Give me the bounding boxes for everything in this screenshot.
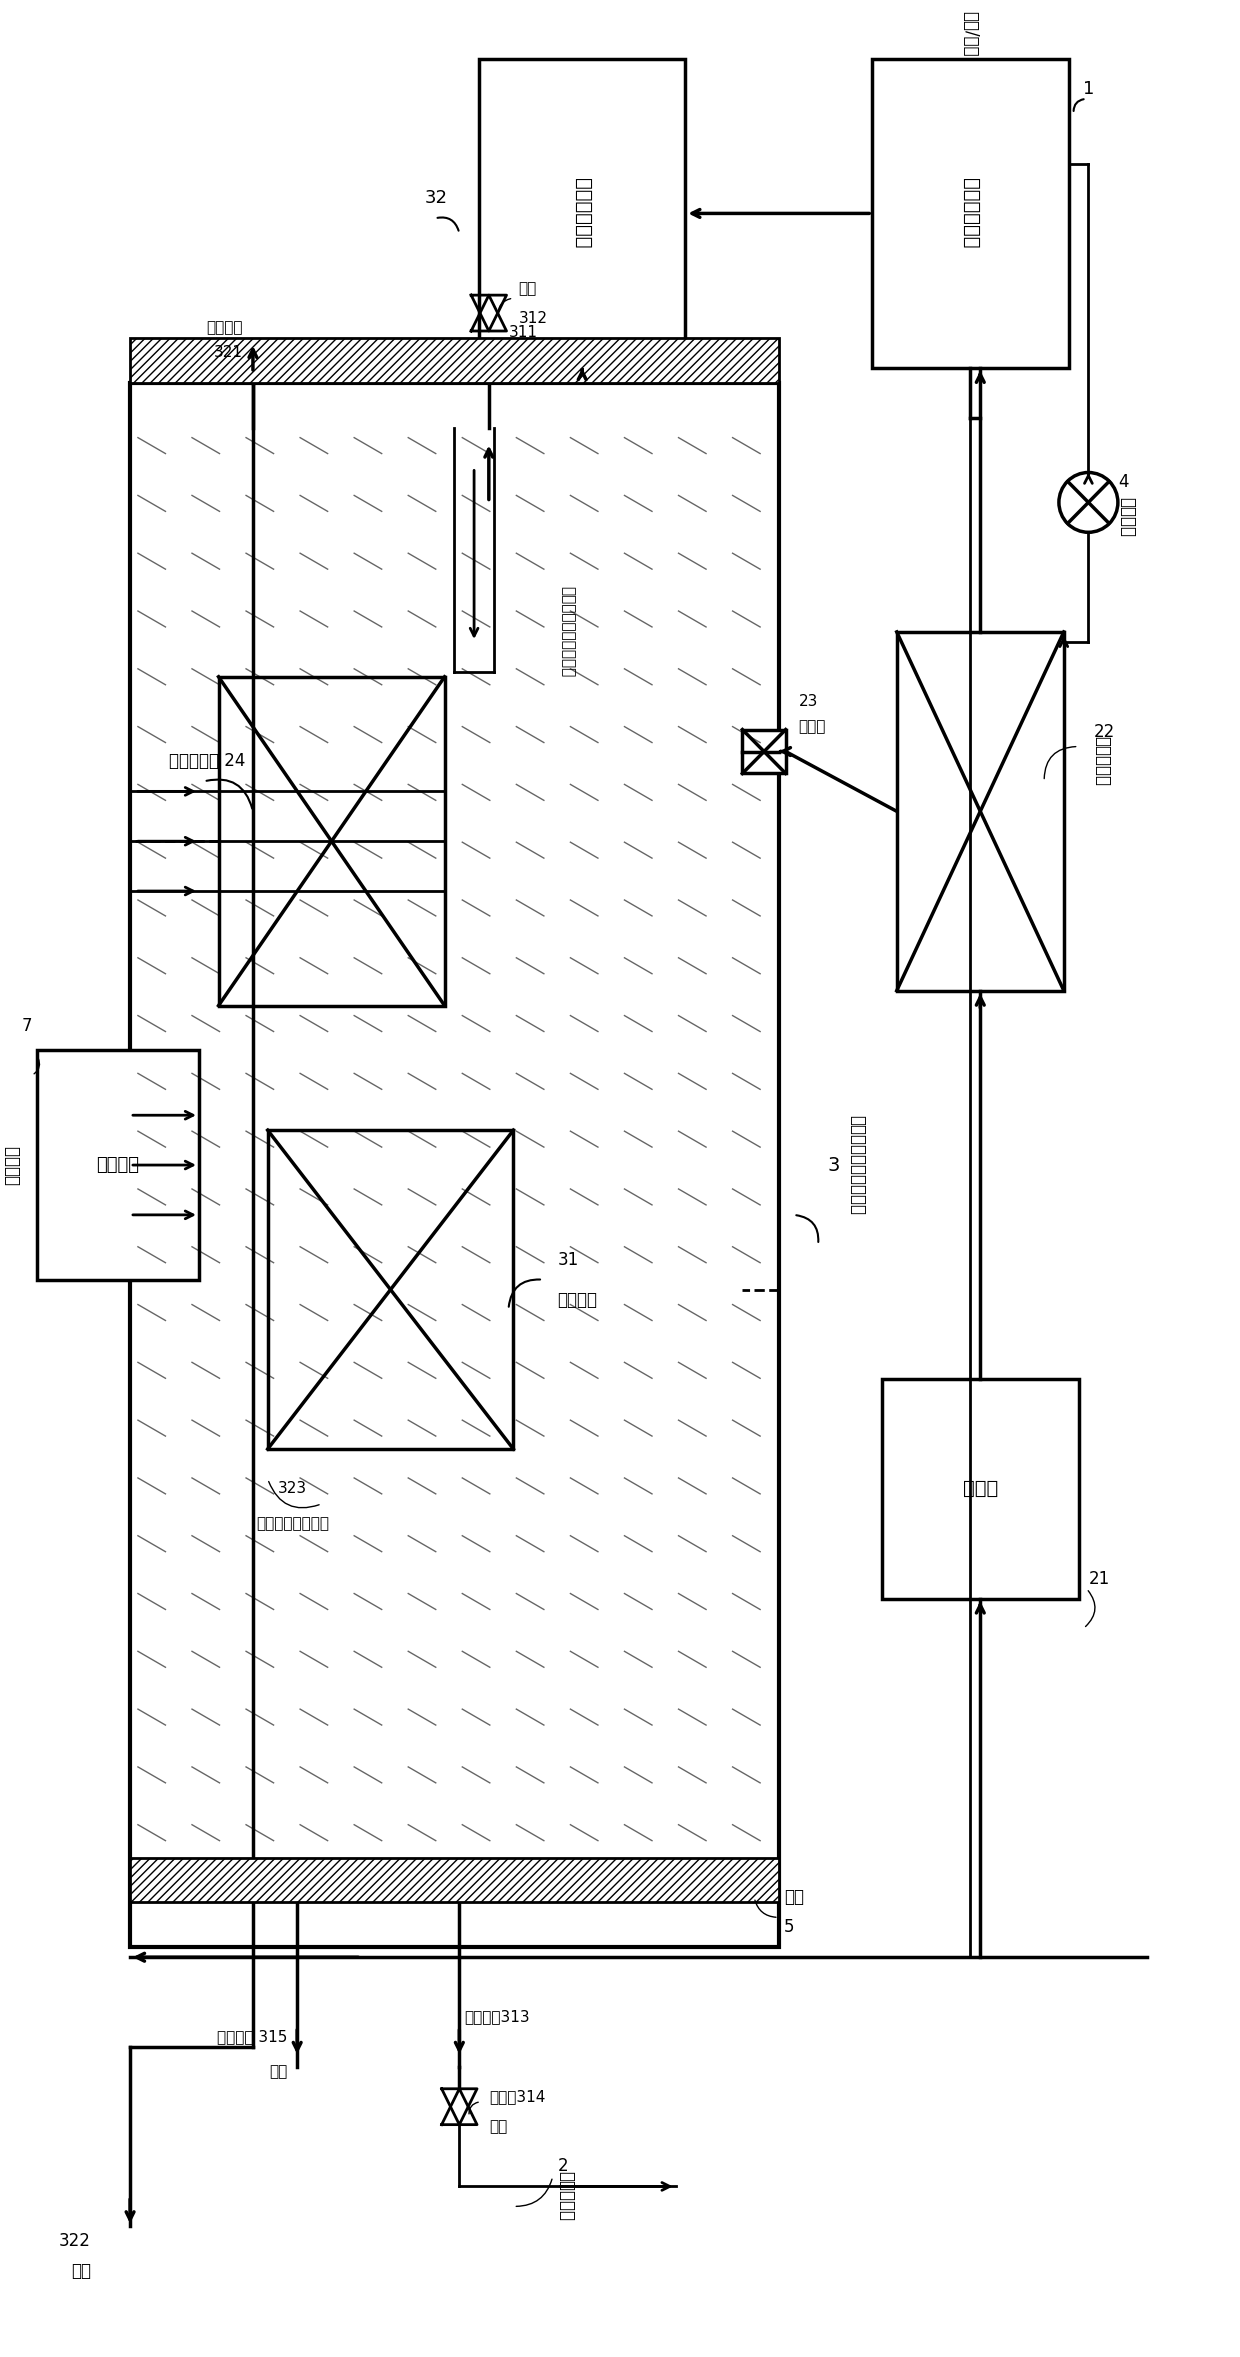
Text: 第二净化与热交换流程: 第二净化与热交换流程	[560, 587, 575, 676]
Text: 2: 2	[558, 2157, 568, 2176]
Text: 第二换热器 24: 第二换热器 24	[170, 752, 246, 771]
Text: 321: 321	[215, 346, 243, 361]
Bar	[897, 632, 1064, 990]
Text: 尾气/废气: 尾气/废气	[961, 12, 980, 57]
Text: 进气: 进气	[784, 1888, 804, 1907]
Text: 污泥干化装置: 污泥干化装置	[961, 179, 980, 250]
Bar	[130, 337, 779, 382]
Text: 7: 7	[21, 1016, 32, 1035]
Bar	[130, 382, 779, 1947]
Text: 第一换热器: 第一换热器	[1094, 735, 1111, 787]
Text: 322: 322	[58, 2232, 91, 2251]
Bar	[479, 59, 686, 368]
Text: 除沫装置: 除沫装置	[97, 1155, 139, 1174]
Text: 312: 312	[518, 311, 547, 325]
Text: 31: 31	[558, 1252, 579, 1268]
Bar	[743, 731, 786, 773]
Text: 32: 32	[425, 189, 448, 207]
Bar	[218, 676, 445, 1006]
Text: 清液: 清液	[518, 280, 537, 295]
Text: 4: 4	[1118, 474, 1128, 493]
Text: 气体分配装置: 气体分配装置	[573, 179, 591, 250]
Text: 滤液: 滤液	[269, 2065, 288, 2079]
Text: 出气: 出气	[71, 2263, 91, 2279]
Text: 21: 21	[1089, 1570, 1110, 1589]
Text: 压缩机: 压缩机	[962, 1480, 998, 1499]
Bar	[37, 1051, 198, 1280]
Text: 1: 1	[1084, 80, 1095, 99]
Text: 废液: 废液	[489, 2119, 507, 2133]
Text: 热交换槽: 热交换槽	[558, 1292, 598, 1308]
Text: 3: 3	[828, 1155, 841, 1174]
Text: 第二净化与热交换流程: 第二净化与热交换流程	[848, 1115, 867, 1216]
Text: 323: 323	[278, 1483, 306, 1497]
Bar	[130, 1857, 779, 1902]
Text: 节流阀: 节流阀	[799, 719, 826, 733]
Text: 进气管路: 进气管路	[207, 321, 243, 335]
Bar	[882, 1379, 1079, 1598]
Text: 311: 311	[508, 325, 537, 339]
Text: 5: 5	[784, 1919, 794, 1937]
Bar	[268, 1129, 513, 1450]
Text: 滤液出口 315: 滤液出口 315	[217, 2029, 288, 2044]
Text: 通风装置: 通风装置	[1118, 497, 1136, 537]
Text: 净化气体: 净化气体	[4, 1146, 21, 1186]
Text: 第一换热器: 第一换热器	[558, 2171, 575, 2220]
Text: 22: 22	[1094, 724, 1115, 740]
Circle shape	[1059, 471, 1118, 533]
Text: 废液出口313: 废液出口313	[464, 2011, 529, 2025]
Bar	[872, 59, 1069, 368]
Text: 控制阀314: 控制阀314	[489, 2088, 546, 2105]
Text: 第二液体换热介质: 第二液体换热介质	[255, 1516, 329, 1532]
Text: 23: 23	[799, 695, 818, 709]
